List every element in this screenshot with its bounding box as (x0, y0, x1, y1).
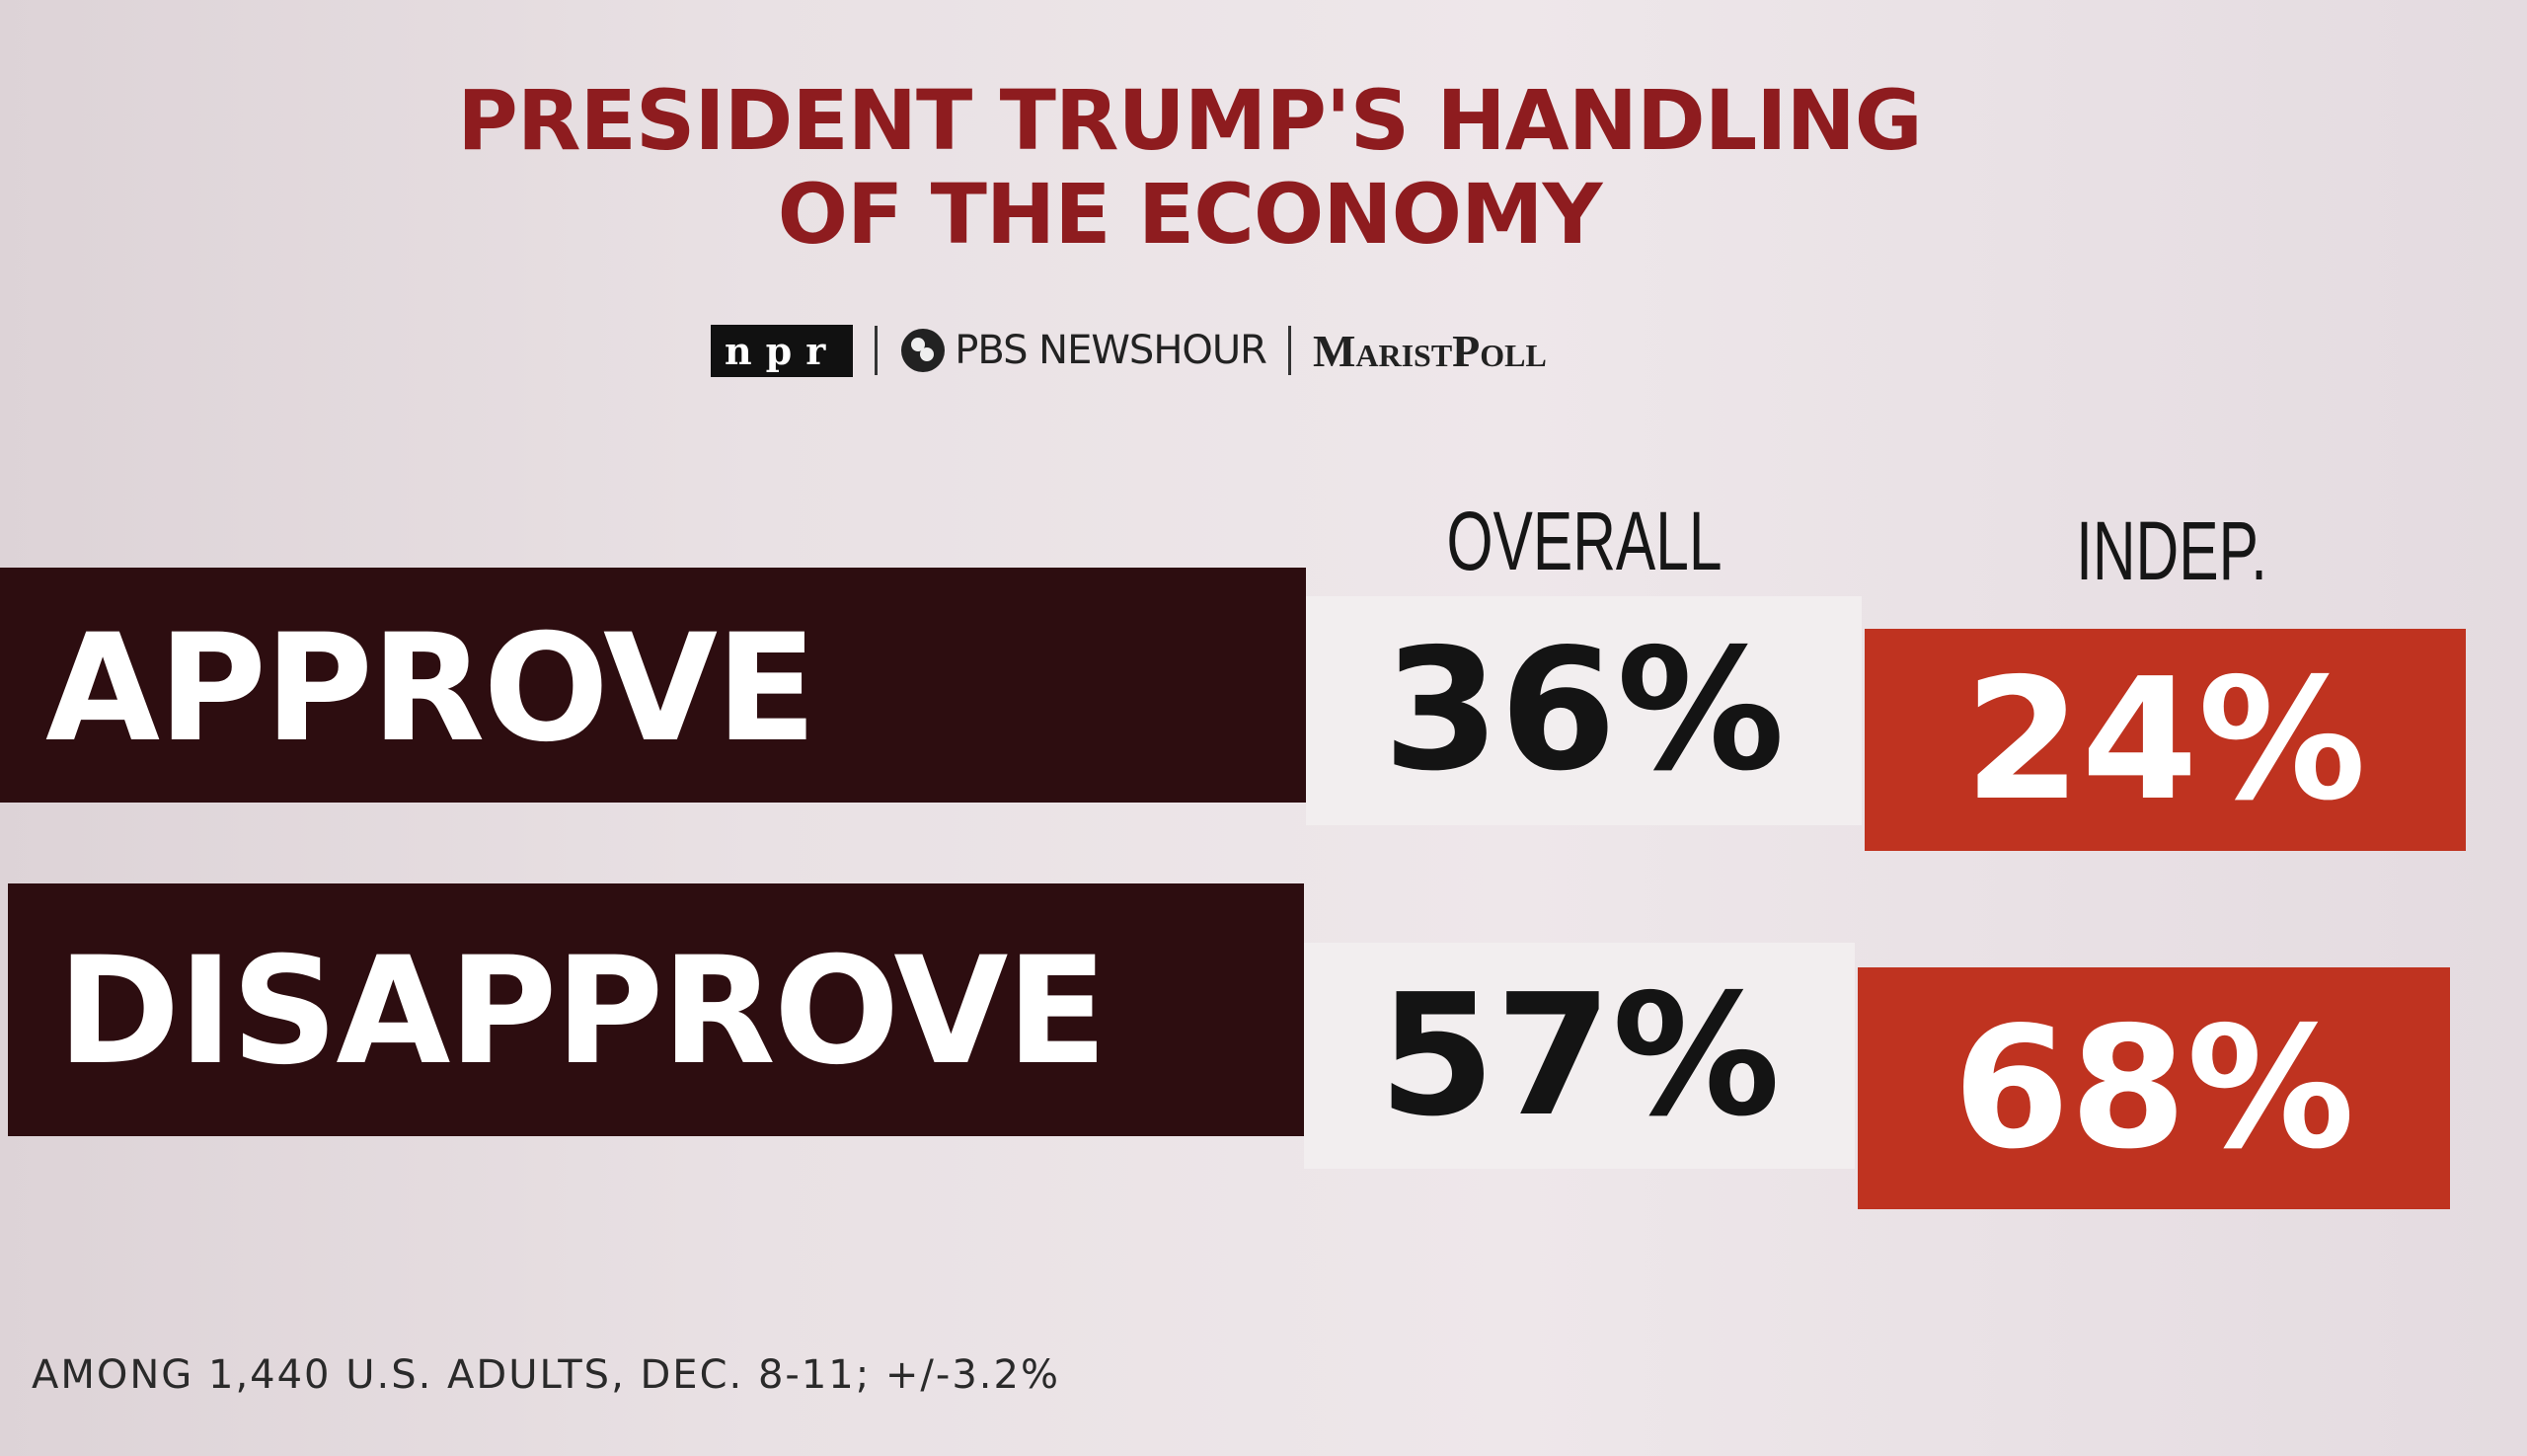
logos: npr PBS NEWSHOUR MaristPoll (711, 321, 1547, 380)
separator (875, 326, 879, 375)
separator (1287, 326, 1291, 375)
cell: 24% (1865, 629, 2466, 851)
cell-value: 57% (1378, 958, 1781, 1154)
cell-value: 68% (1953, 990, 2355, 1187)
cell: 57% (1304, 943, 1855, 1169)
pbs-text: PBS NEWSHOUR (955, 328, 1267, 373)
pbs-icon (901, 329, 946, 372)
row-label-band: DISAPPROVE (8, 883, 1304, 1136)
npr-logo: npr (711, 324, 854, 377)
cell: 36% (1306, 596, 1862, 825)
row-label-band: APPROVE (0, 568, 1306, 803)
row-label: APPROVE (45, 603, 817, 775)
cell-value: 36% (1383, 613, 1785, 808)
cell-value: 24% (1964, 642, 2366, 838)
column-header: OVERALL (1446, 495, 1723, 587)
column-header: INDEP. (2076, 504, 2267, 597)
cell: 68% (1858, 967, 2450, 1209)
title-line: PRESIDENT TRUMP'S HANDLING (457, 72, 1923, 169)
footnote: AMONG 1,440 U.S. ADULTS, DEC. 8-11; +/-3… (32, 1352, 1060, 1398)
marist-logo: MaristPoll (1312, 325, 1547, 376)
row-label: DISAPPROVE (57, 926, 1108, 1098)
title-line: OF THE ECONOMY (777, 166, 1603, 263)
pbs-logo: PBS NEWSHOUR (899, 327, 1267, 374)
